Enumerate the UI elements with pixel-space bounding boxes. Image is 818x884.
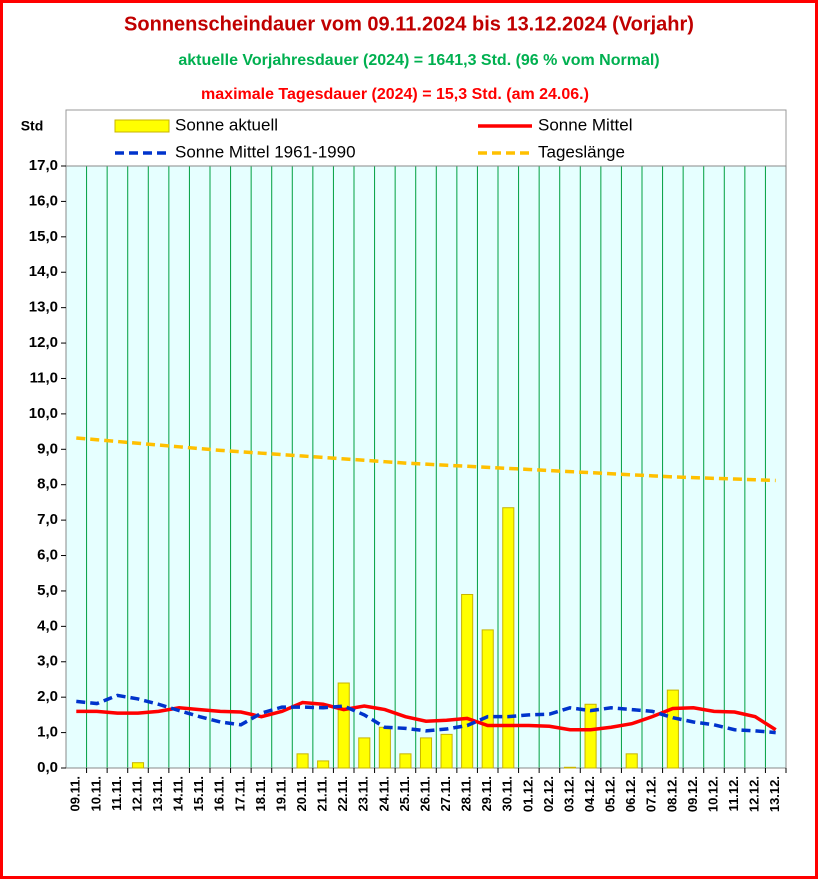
x-tick-label: 11.12. xyxy=(726,776,741,811)
y-tick-label: 2,0 xyxy=(37,688,58,705)
plot-area xyxy=(66,166,786,768)
x-tick-label: 17.11. xyxy=(232,776,247,811)
bar xyxy=(358,737,371,769)
x-tick-label: 10.11. xyxy=(88,776,103,811)
x-tick-label: 13.12. xyxy=(767,776,782,812)
y-tick-label: 3,0 xyxy=(37,653,58,670)
y-tick-label: 13,0 xyxy=(29,299,58,316)
x-tick-label: 07.12. xyxy=(644,776,659,812)
y-tick-label: 0,0 xyxy=(37,759,58,776)
x-tick-label: 06.12. xyxy=(623,776,638,812)
x-tick-label: 04.12. xyxy=(582,776,597,812)
bar xyxy=(378,726,391,769)
bar xyxy=(563,766,577,769)
subtitle: aktuelle Vorjahresdauer (2024) = 1641,3 … xyxy=(178,52,659,69)
y-tick-label: 5,0 xyxy=(37,582,58,599)
legend-label: Sonne Mittel 1961-1990 xyxy=(175,142,356,161)
y-tick-label: 14,0 xyxy=(29,263,58,280)
x-tick-label: 10.12. xyxy=(705,776,720,812)
x-tick-label: 26.11. xyxy=(417,776,432,811)
y-tick-label: 4,0 xyxy=(37,617,58,634)
legend-label: Sonne Mittel xyxy=(538,115,633,134)
line-series xyxy=(76,700,777,732)
x-tick-label: 22.11. xyxy=(335,776,350,811)
y-tick-label: 15,0 xyxy=(29,228,58,245)
x-tick-label: 09.12. xyxy=(685,776,700,812)
x-tick-label: 12.12. xyxy=(747,776,762,812)
legend-label: Tageslänge xyxy=(538,142,625,161)
y-tick-label: 12,0 xyxy=(29,334,58,351)
chart-title: Sonnenscheindauer vom 09.11.2024 bis 13.… xyxy=(124,13,694,35)
bar xyxy=(337,682,350,769)
y-tick-label: 7,0 xyxy=(37,511,58,528)
y-tick-label: 16,0 xyxy=(29,192,58,209)
x-tick-label: 18.11. xyxy=(253,776,268,811)
y-axis-label: Std xyxy=(21,118,44,134)
x-tick-label: 14.11. xyxy=(171,776,186,811)
x-tick-label: 08.12. xyxy=(664,776,679,812)
x-tick-label: 24.11. xyxy=(376,776,391,811)
x-tick-label: 29.11. xyxy=(479,776,494,811)
bar xyxy=(481,629,494,769)
x-tick-label: 15.11. xyxy=(191,776,206,811)
legend xyxy=(65,109,787,167)
x-tick-label: 13.11. xyxy=(150,776,165,811)
bar xyxy=(399,753,412,769)
line-series xyxy=(76,693,776,735)
x-tick-label: 23.11. xyxy=(356,776,371,811)
bar xyxy=(131,762,145,769)
y-tick-label: 11,0 xyxy=(30,369,58,386)
x-tick-label: 12.11. xyxy=(129,776,144,811)
x-tick-label: 11.11. xyxy=(109,776,124,811)
bar xyxy=(625,753,638,769)
x-tick-label: 05.12. xyxy=(603,776,618,812)
bar xyxy=(296,753,309,769)
bar xyxy=(584,703,597,769)
bar xyxy=(440,733,453,769)
bar xyxy=(461,593,474,769)
y-tick-label: 17,0 xyxy=(29,157,58,174)
x-tick-label: 01.12. xyxy=(520,776,535,812)
x-tick-label: 19.11. xyxy=(273,776,288,811)
bar xyxy=(419,737,433,769)
y-tick-label: 6,0 xyxy=(37,546,58,563)
x-tick-label: 16.11. xyxy=(212,776,227,811)
x-tick-label: 27.11. xyxy=(438,776,453,811)
x-tick-label: 21.11. xyxy=(315,776,330,811)
x-tick-label: 02.12. xyxy=(541,776,556,812)
x-tick-label: 30.11. xyxy=(500,776,515,811)
subtitle: maximale Tagesdauer (2024) = 15,3 Std. (… xyxy=(201,86,589,103)
x-tick-label: 25.11. xyxy=(397,776,412,811)
x-tick-label: 03.12. xyxy=(561,776,576,812)
legend-swatch xyxy=(114,119,170,133)
bar xyxy=(502,507,515,769)
legend-label: Sonne aktuell xyxy=(175,115,278,134)
y-tick-label: 9,0 xyxy=(37,440,58,457)
y-tick-label: 8,0 xyxy=(37,476,58,493)
x-tick-label: 09.11. xyxy=(68,776,83,811)
x-tick-label: 28.11. xyxy=(459,776,474,811)
y-tick-label: 10,0 xyxy=(29,405,58,422)
bar xyxy=(666,689,679,769)
y-tick-label: 1,0 xyxy=(37,724,58,741)
bar xyxy=(317,760,330,769)
line-series xyxy=(76,436,776,483)
x-tick-label: 20.11. xyxy=(294,776,309,811)
